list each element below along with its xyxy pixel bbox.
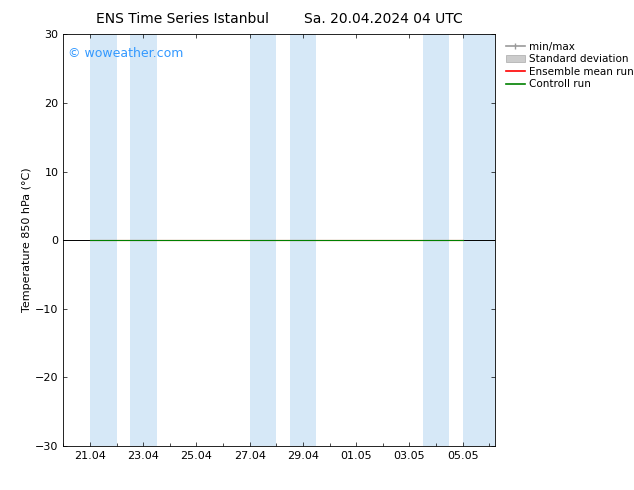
- Bar: [90, 34, 117, 446]
- Legend: min/max, Standard deviation, Ensemble mean run, Controll run: min/max, Standard deviation, Ensemble me…: [504, 40, 634, 92]
- Bar: [423, 34, 450, 446]
- Y-axis label: Temperature 850 hPa (°C): Temperature 850 hPa (°C): [22, 168, 32, 313]
- Bar: [250, 34, 276, 446]
- Bar: [463, 34, 495, 446]
- Bar: [290, 34, 316, 446]
- Bar: [130, 34, 157, 446]
- Text: ENS Time Series Istanbul        Sa. 20.04.2024 04 UTC: ENS Time Series Istanbul Sa. 20.04.2024 …: [96, 12, 462, 26]
- Text: © woweather.com: © woweather.com: [68, 47, 183, 60]
